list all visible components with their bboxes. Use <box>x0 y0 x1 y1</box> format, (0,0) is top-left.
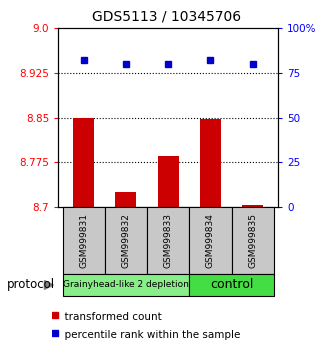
Bar <box>105 207 147 274</box>
Bar <box>63 207 105 274</box>
Text: GSM999834: GSM999834 <box>206 213 215 268</box>
Bar <box>189 274 274 296</box>
Text: control: control <box>210 279 253 291</box>
Text: percentile rank within the sample: percentile rank within the sample <box>58 330 241 339</box>
Bar <box>158 156 179 207</box>
Bar <box>189 207 231 274</box>
Bar <box>200 119 221 207</box>
Text: protocol: protocol <box>7 279 55 291</box>
Bar <box>242 205 263 207</box>
Text: GDS5113 / 10345706: GDS5113 / 10345706 <box>92 10 241 24</box>
Text: GSM999832: GSM999832 <box>122 213 131 268</box>
Bar <box>115 192 137 207</box>
Text: Grainyhead-like 2 depletion: Grainyhead-like 2 depletion <box>63 280 189 290</box>
Text: GSM999835: GSM999835 <box>248 213 257 268</box>
Bar <box>63 274 189 296</box>
Text: GSM999833: GSM999833 <box>164 213 173 268</box>
Text: GSM999831: GSM999831 <box>79 213 88 268</box>
Bar <box>231 207 274 274</box>
Text: transformed count: transformed count <box>58 312 162 322</box>
Bar <box>73 118 94 207</box>
Bar <box>147 207 189 274</box>
